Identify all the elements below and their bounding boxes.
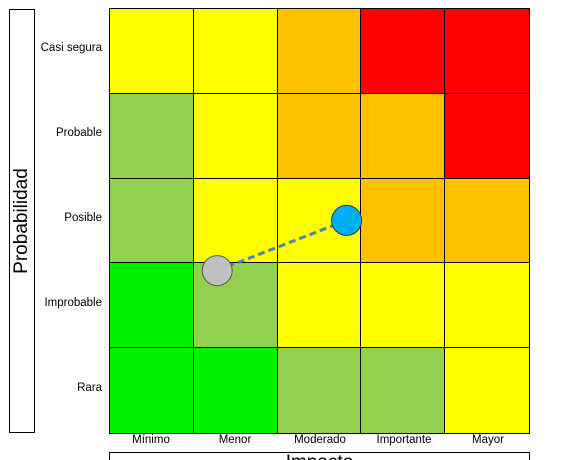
column-label-menor: Menor xyxy=(218,434,252,446)
risk-cell xyxy=(193,9,278,94)
risk-cell xyxy=(361,178,446,264)
column-label-mayor: Mayor xyxy=(472,434,504,446)
risk-cell xyxy=(445,348,529,433)
risk-cell xyxy=(193,348,278,433)
risk-cell xyxy=(361,263,446,349)
inherent-risk-marker xyxy=(201,255,233,287)
x-axis-title-box xyxy=(109,452,530,460)
row-label-rara: Rara xyxy=(77,382,102,394)
risk-shift-arrow xyxy=(216,219,348,272)
risk-cell xyxy=(361,9,446,94)
risk-cell xyxy=(110,178,194,264)
column-label-minimo: Mínimo xyxy=(132,434,170,446)
risk-cell xyxy=(110,93,194,179)
risk-cell xyxy=(445,93,529,179)
y-axis-title-box xyxy=(9,9,35,433)
row-label-probable: Probable xyxy=(55,127,102,139)
risk-cell xyxy=(445,9,529,94)
risk-cell xyxy=(277,93,362,179)
risk-cell xyxy=(110,348,194,433)
row-label-casi-segura: Casi segura xyxy=(40,42,102,54)
row-label-improbable: Improbable xyxy=(44,297,102,309)
risk-cell xyxy=(445,263,529,349)
risk-cell xyxy=(193,178,278,264)
risk-cell xyxy=(110,263,194,349)
x-axis-title: Impacto xyxy=(109,452,530,460)
risk-cell xyxy=(277,9,362,94)
risk-cell xyxy=(361,348,446,433)
row-label-posible: Posible xyxy=(64,212,102,224)
column-label-importante: Importante xyxy=(376,434,432,446)
risk-cell xyxy=(277,348,362,433)
risk-cell xyxy=(193,93,278,179)
risk-cell xyxy=(110,9,194,94)
column-label-moderado: Moderado xyxy=(294,434,346,446)
risk-cell xyxy=(277,263,362,349)
risk-cell xyxy=(361,93,446,179)
residual-risk-marker xyxy=(331,204,363,236)
risk-cell xyxy=(445,178,529,264)
risk-grid xyxy=(109,8,530,434)
